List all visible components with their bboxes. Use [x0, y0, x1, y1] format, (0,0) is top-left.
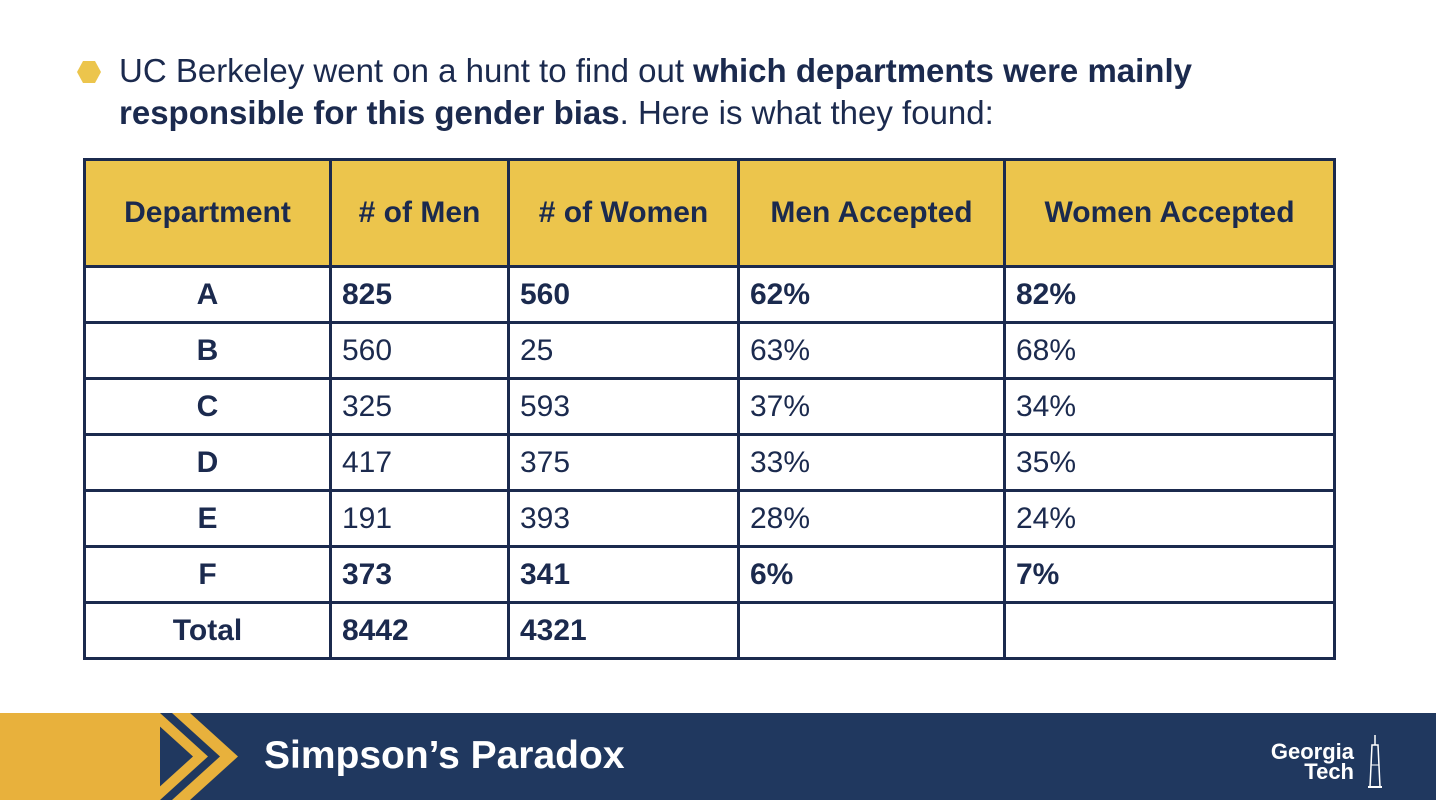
women-accepted-cell: 34% — [1003, 377, 1336, 436]
bullet-text-bold: which departments were mainly responsibl… — [119, 52, 1192, 131]
men-count-cell: 191 — [329, 489, 510, 548]
men-accepted-cell: 63% — [737, 321, 1006, 380]
bullet-text-part-2: . Here is what they found: — [619, 94, 994, 131]
women-accepted-cell: 24% — [1003, 489, 1336, 548]
bullet-text: UC Berkeley went on a hunt to find out w… — [119, 50, 1359, 134]
women-accepted-cell: 7% — [1003, 545, 1336, 604]
department-cell: A — [83, 265, 332, 324]
admissions-table: Department # of Men # of Women Men Accep… — [83, 158, 1336, 660]
men-accepted-cell: 28% — [737, 489, 1006, 548]
women-count-cell: 593 — [507, 377, 740, 436]
table-row-total: Total 8442 4321 — [83, 601, 1336, 660]
department-cell: F — [83, 545, 332, 604]
header-department: Department — [83, 158, 332, 268]
total-women-accepted-cell — [1003, 601, 1336, 660]
men-accepted-cell: 62% — [737, 265, 1006, 324]
bullet-text-part-1: UC Berkeley went on a hunt to find out — [119, 52, 694, 89]
footer-banner: Simpson’s Paradox Georgia Tech — [0, 713, 1436, 800]
table-row-f: F 373 341 6% 7% — [83, 545, 1336, 604]
table-header-row: Department # of Men # of Women Men Accep… — [83, 158, 1336, 268]
men-count-cell: 825 — [329, 265, 510, 324]
men-accepted-cell: 6% — [737, 545, 1006, 604]
men-count-cell: 325 — [329, 377, 510, 436]
women-accepted-cell: 82% — [1003, 265, 1336, 324]
table-row-a: A 825 560 62% 82% — [83, 265, 1336, 324]
women-count-cell: 393 — [507, 489, 740, 548]
men-accepted-cell: 37% — [737, 377, 1006, 436]
men-count-cell: 560 — [329, 321, 510, 380]
department-cell: D — [83, 433, 332, 492]
header-men-accepted: Men Accepted — [737, 158, 1006, 268]
footer-gold-panel — [0, 713, 160, 800]
women-accepted-cell: 35% — [1003, 433, 1336, 492]
department-cell: E — [83, 489, 332, 548]
table-row-e: E 191 393 28% 24% — [83, 489, 1336, 548]
header-women-accepted: Women Accepted — [1003, 158, 1336, 268]
total-men-accepted-cell — [737, 601, 1006, 660]
department-cell: C — [83, 377, 332, 436]
men-count-cell: 417 — [329, 433, 510, 492]
header-num-women: # of Women — [507, 158, 740, 268]
women-count-cell: 341 — [507, 545, 740, 604]
logo-line-2: Tech — [1304, 759, 1354, 784]
total-men-cell: 8442 — [329, 601, 510, 660]
women-count-cell: 560 — [507, 265, 740, 324]
slide-title: Simpson’s Paradox — [264, 734, 625, 777]
men-accepted-cell: 33% — [737, 433, 1006, 492]
table-row-b: B 560 25 63% 68% — [83, 321, 1336, 380]
department-cell: B — [83, 321, 332, 380]
header-num-men: # of Men — [329, 158, 510, 268]
table-row-c: C 325 593 37% 34% — [83, 377, 1336, 436]
total-label-cell: Total — [83, 601, 332, 660]
women-count-cell: 25 — [507, 321, 740, 380]
total-women-cell: 4321 — [507, 601, 740, 660]
women-accepted-cell: 68% — [1003, 321, 1336, 380]
logo-line-1: Georgia — [1270, 739, 1354, 764]
chevron-arrows-icon — [145, 713, 238, 800]
georgia-tech-logo: Georgia Tech — [1262, 735, 1392, 791]
hexagon-bullet-icon — [77, 61, 101, 83]
table-row-d: D 417 375 33% 35% — [83, 433, 1336, 492]
tower-icon — [1368, 735, 1382, 788]
women-count-cell: 375 — [507, 433, 740, 492]
men-count-cell: 373 — [329, 545, 510, 604]
